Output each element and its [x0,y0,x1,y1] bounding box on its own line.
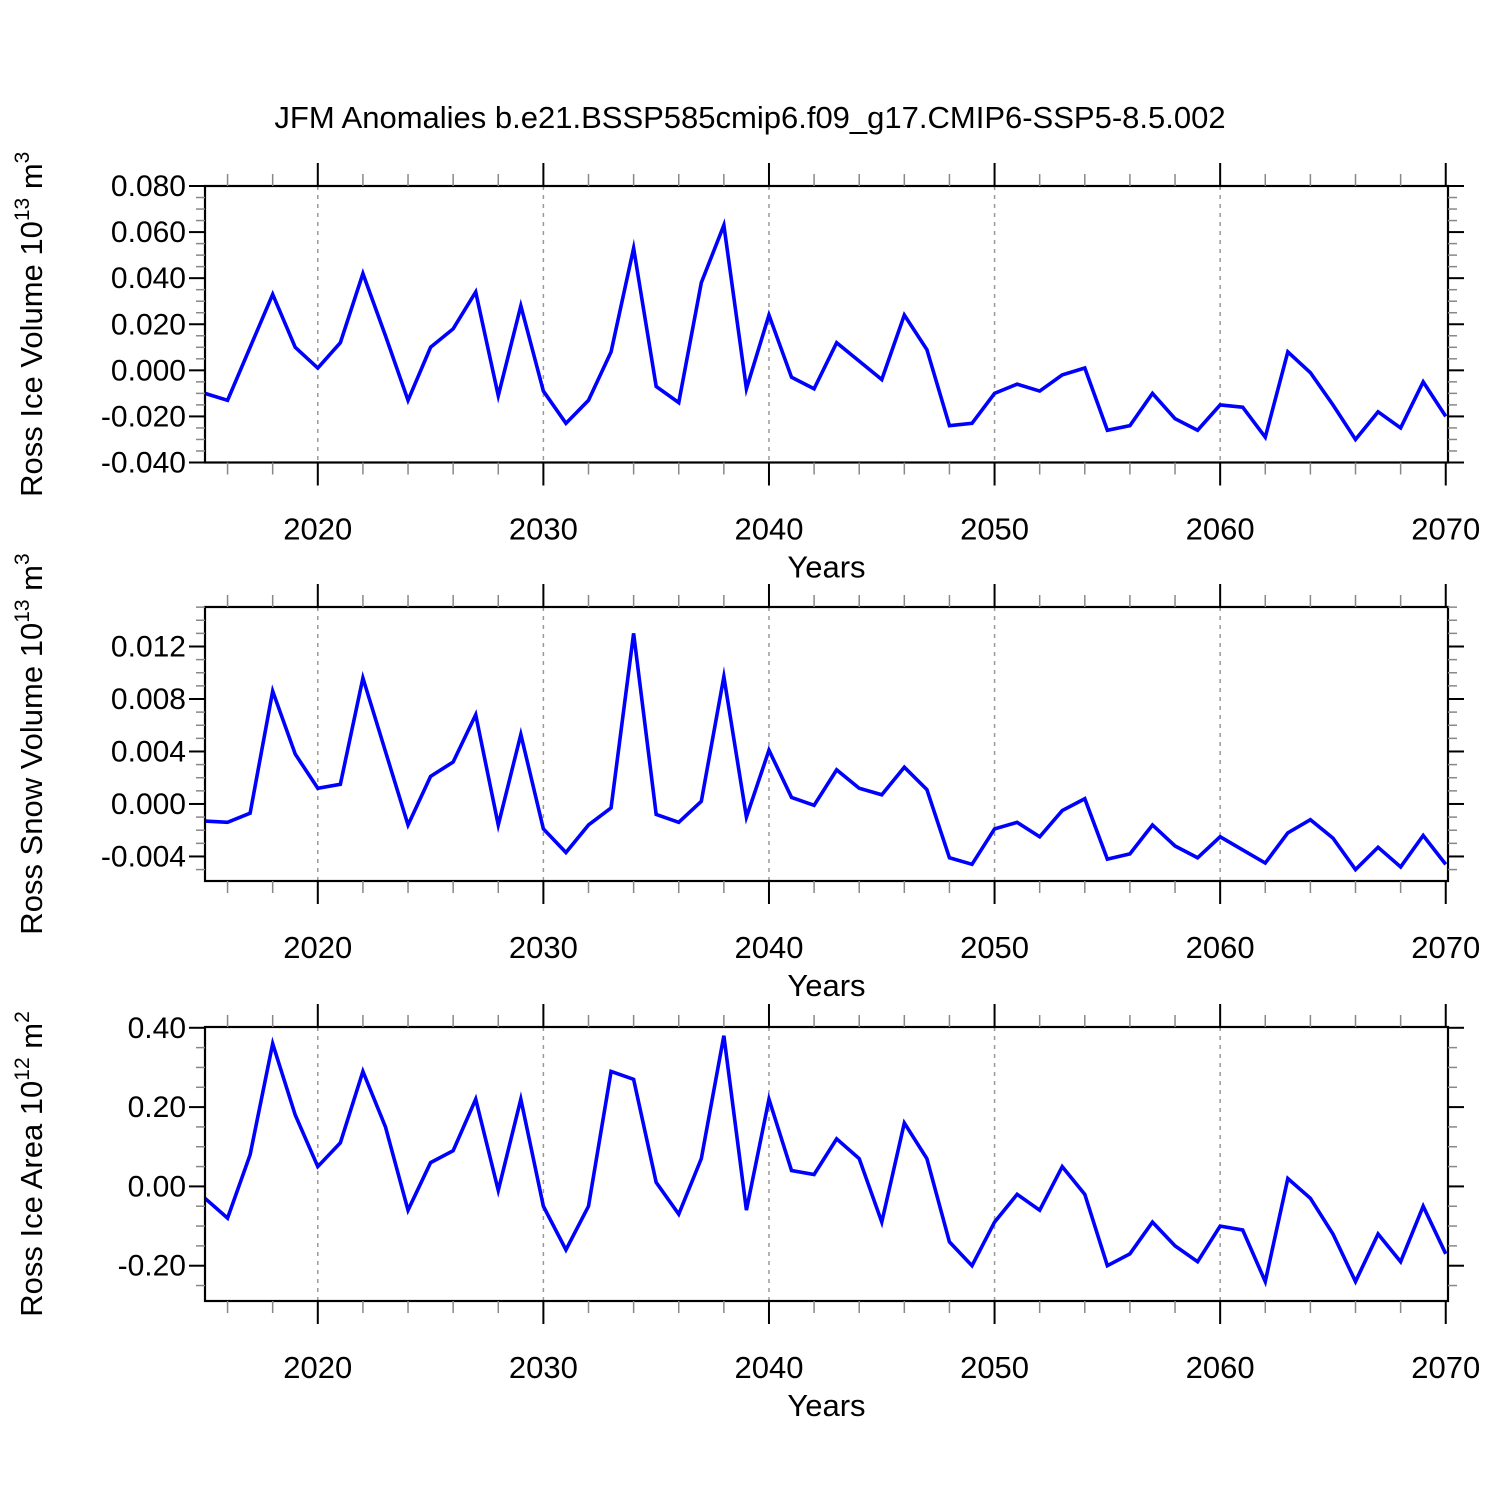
y-tick-label: 0.20 [128,1091,186,1124]
y-tick-label: -0.20 [118,1250,186,1283]
y-tick-label: 0.080 [111,170,186,203]
y-tick-label: 0.000 [111,354,186,387]
y-tick-label: 0.000 [111,788,186,821]
plot-border [203,1025,1450,1303]
y-tick-label: 0.040 [111,262,186,295]
y-tick-label: -0.040 [101,447,186,480]
plot-border [203,184,1450,464]
y-tick-label: 0.008 [111,683,186,716]
x-axis-title: Years [787,550,865,585]
x-tick-label: 2030 [509,512,578,547]
x-tick-label: 2040 [734,930,803,965]
x-tick-label: 2020 [283,930,352,965]
y-tick-label: 0.00 [128,1170,186,1203]
x-axis-title: Years [787,968,865,1003]
y-tick-label: 0.004 [111,735,186,768]
y-axis-title: Ross Snow Volume 1013 m3 [11,553,49,934]
x-tick-label: 2020 [283,1350,352,1385]
y-tick-label: 0.020 [111,308,186,341]
x-tick-label: 2050 [960,930,1029,965]
plot-border [203,605,1450,883]
x-tick-label: 2060 [1186,930,1255,965]
x-tick-label: 2030 [509,930,578,965]
y-tick-label: -0.004 [101,840,186,873]
x-tick-label: 2050 [960,512,1029,547]
x-tick-label: 2030 [509,1350,578,1385]
data-line-ross-snow-volume [204,633,1448,873]
y-tick-label: 0.40 [128,1012,186,1045]
x-tick-label: 2060 [1186,512,1255,547]
panel-ross-ice-volume: 2020 2030 2040 2050 2060 2070 0.080 0.060 0.040 0… [11,152,1480,585]
y-tick-label: 0.060 [111,216,186,249]
panel-ross-snow-volume: 2020 2030 2040 2050 2060 2070 0.012 0.008 0.004 0… [11,553,1480,1003]
data-line-ross-ice-area [203,1035,1448,1288]
data-line-ross-ice-volume [204,218,1448,443]
panel-ross-ice-area: 2020 2030 2040 2050 2060 2070 0.40 0.20 0.00 -0.2… [11,1004,1480,1423]
y-tick-label: -0.020 [101,400,186,433]
x-tick-label: 2060 [1186,1350,1255,1385]
x-tick-label: 2070 [1411,512,1480,547]
x-tick-label: 2070 [1411,930,1480,965]
x-tick-label: 2070 [1411,1350,1480,1385]
x-tick-label: 2040 [734,512,803,547]
x-axis-title: Years [787,1388,865,1423]
x-tick-label: 2040 [734,1350,803,1385]
y-axis-title: Ross Ice Volume 1013 m3 [11,152,49,497]
chart-title: JFM Anomalies b.e21.BSSP585cmip6.f09_g17… [274,100,1225,135]
y-tick-label: 0.012 [111,630,186,663]
x-tick-label: 2020 [283,512,352,547]
y-axis-title: Ross Ice Area 1012 m2 [11,1011,49,1317]
x-tick-label: 2050 [960,1350,1029,1385]
